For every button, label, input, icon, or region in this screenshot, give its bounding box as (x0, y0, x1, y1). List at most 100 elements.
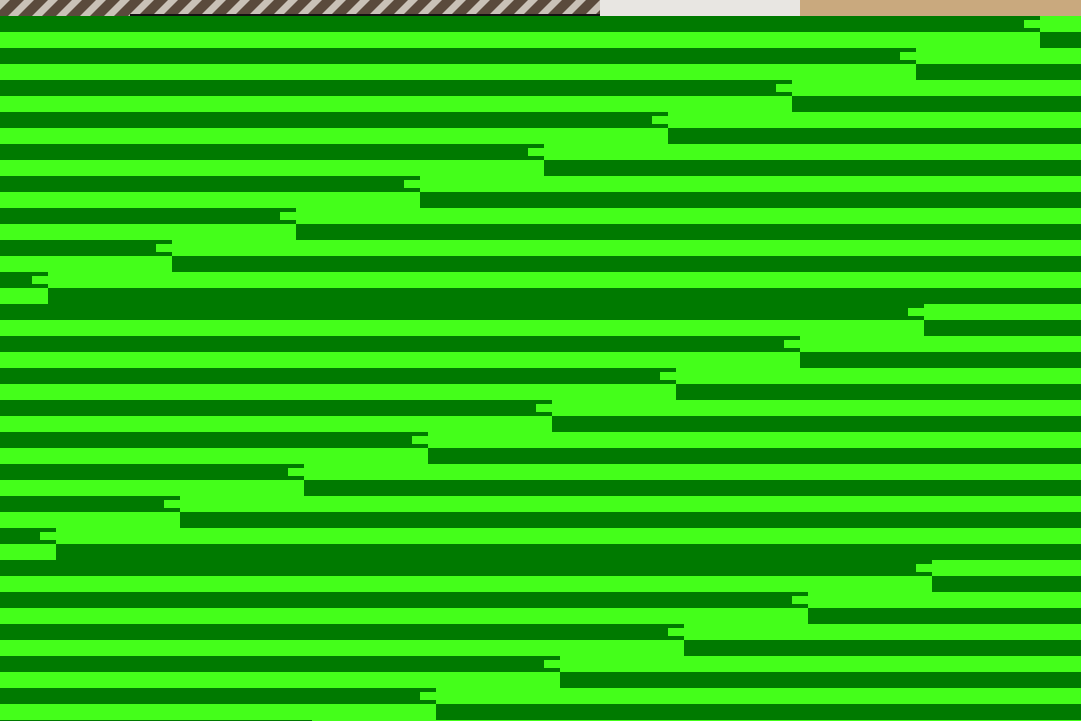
stripe-segment (544, 660, 560, 668)
stripe-segment (412, 436, 428, 444)
stripe-segment (0, 368, 676, 384)
stripe-segment (0, 208, 296, 224)
stripe-segment (1024, 20, 1040, 28)
stripe-segment (544, 160, 1081, 176)
stripe-segment (0, 144, 544, 160)
stripe-segment (0, 512, 180, 528)
stripe-segment (280, 212, 296, 220)
stripe-segment (404, 196, 420, 204)
stripe-segment (420, 192, 1081, 208)
stripe-segment (668, 644, 684, 652)
stripe-segment (40, 548, 56, 556)
stripe-segment (0, 624, 684, 640)
stripe-segment (0, 480, 304, 496)
stripe-segment (924, 320, 1081, 336)
stripe-segment (404, 180, 420, 188)
stripe-segment (0, 16, 1040, 32)
stripe-segment (0, 256, 172, 272)
stripe-segment (412, 452, 428, 460)
stripe-segment (296, 224, 1081, 240)
stripe-segment (900, 52, 916, 60)
stripe-segment (48, 272, 1081, 288)
stripe-segment (544, 144, 1081, 160)
stripe-segment (0, 128, 668, 144)
stripe-segment (0, 80, 792, 96)
stripe-segment (156, 244, 172, 252)
stripe-segment (0, 688, 436, 704)
stripe-segment (0, 432, 428, 448)
stripe-segment (164, 500, 180, 508)
stripe-segment (552, 400, 1081, 416)
stripe-segment (536, 404, 552, 412)
stripe-segment (0, 400, 552, 416)
stripe-segment (0, 656, 560, 672)
stripe-segment (296, 208, 1081, 224)
stripe-segment (40, 532, 56, 540)
stripe-segment (288, 468, 304, 476)
stripe-segment (668, 128, 1081, 144)
stripe-segment (0, 416, 552, 432)
stripe-segment (660, 372, 676, 380)
stripe-segment (0, 176, 420, 192)
stripe-segment (0, 560, 932, 576)
stripe-segment (0, 336, 800, 352)
stripe-segment (0, 320, 924, 336)
stripe-segment (668, 112, 1081, 128)
stripe-segment (652, 132, 668, 140)
stripe-segment (0, 496, 180, 512)
stripe-segment (0, 48, 916, 64)
stripe-segment (0, 240, 172, 256)
stripe-segment (792, 80, 1081, 96)
stripe-segment (908, 324, 924, 332)
stripe-segment (0, 384, 676, 400)
stripe-segment (32, 276, 48, 284)
stripe-segment (1040, 32, 1081, 48)
stripe-segment (428, 448, 1081, 464)
photo-middle (600, 0, 800, 16)
stripe-segment (776, 84, 792, 92)
stripe-segment (924, 304, 1081, 320)
stripe-segment (156, 260, 172, 268)
stripe-segment (304, 480, 1081, 496)
glitch-stripes (0, 16, 1081, 721)
stripe-segment (0, 64, 916, 80)
stripe-segment (0, 704, 436, 720)
stripe-segment (792, 96, 1081, 112)
photo-shadow (130, 14, 610, 16)
stripe-segment (0, 672, 560, 688)
stripe-segment (552, 416, 1081, 432)
stripe-segment (784, 356, 800, 364)
stripe-segment (56, 544, 1081, 560)
stripe-segment (0, 304, 924, 320)
stripe-segment (172, 256, 1081, 272)
photo-left (0, 0, 600, 16)
stripe-segment (32, 292, 48, 300)
stripe-segment (808, 608, 1081, 624)
stripe-segment (916, 64, 1081, 80)
stripe-segment (0, 640, 684, 656)
stripe-segment (280, 228, 296, 236)
stripe-segment (800, 336, 1081, 352)
stripe-segment (916, 48, 1081, 64)
stripe-segment (676, 384, 1081, 400)
stripe-segment (420, 692, 436, 700)
stripe-segment (56, 528, 1081, 544)
stripe-segment (0, 464, 304, 480)
stripe-segment (528, 148, 544, 156)
stripe-segment (0, 112, 668, 128)
stripe-segment (528, 164, 544, 172)
stripe-segment (164, 516, 180, 524)
stripe-segment (560, 672, 1081, 688)
stripe-segment (916, 564, 932, 572)
stripe-segment (428, 432, 1081, 448)
stripe-segment (808, 592, 1081, 608)
stripe-segment (792, 596, 808, 604)
stripe-segment (932, 576, 1081, 592)
stripe-segment (676, 368, 1081, 384)
stripe-segment (0, 576, 932, 592)
stripe-segment (916, 580, 932, 588)
stripe-segment (668, 628, 684, 636)
stripe-segment (0, 96, 792, 112)
